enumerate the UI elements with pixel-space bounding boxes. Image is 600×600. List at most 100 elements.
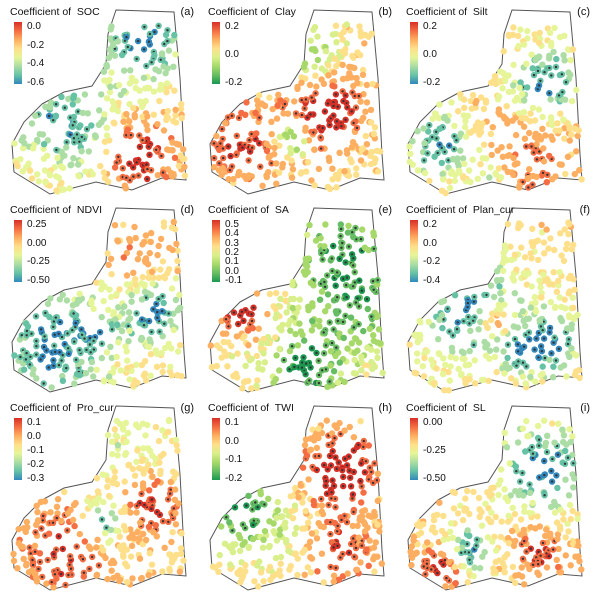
significance-dot: [221, 137, 224, 141]
sample-point: [149, 280, 156, 287]
sample-point: [79, 512, 87, 519]
sample-point: [54, 154, 61, 161]
sample-point: [59, 291, 66, 299]
sample-point: [560, 432, 568, 439]
sample-point: [487, 282, 495, 289]
significance-dot: [545, 450, 549, 454]
sample-point: [291, 98, 298, 105]
sample-point: [174, 257, 181, 265]
sample-point: [111, 468, 119, 475]
sample-point: [228, 353, 236, 360]
significance-dot: [354, 546, 358, 550]
sample-point: [236, 547, 244, 555]
sample-point: [479, 155, 486, 162]
legend-tick-label: 0.2: [423, 219, 437, 230]
sample-point: [549, 374, 557, 381]
significance-dot: [167, 520, 170, 524]
sample-point: [420, 521, 427, 528]
significance-dot: [330, 491, 333, 494]
panel-title: Coefficient of SOC: [10, 6, 100, 18]
sample-point: [128, 74, 135, 82]
panel-label: (e): [378, 204, 392, 216]
sample-point: [557, 526, 564, 533]
sample-point: [146, 487, 153, 494]
sample-point: [308, 327, 316, 334]
significance-dot: [283, 102, 287, 106]
significance-dot: [105, 526, 108, 529]
sample-point: [170, 218, 177, 226]
sample-point: [308, 177, 315, 184]
sample-point: [147, 372, 154, 379]
sample-point: [42, 103, 49, 111]
sample-point: [289, 166, 297, 173]
sample-point: [409, 161, 416, 168]
sample-point: [547, 235, 554, 242]
sample-point: [513, 266, 520, 273]
sample-point: [497, 174, 505, 181]
significance-dot: [460, 551, 463, 554]
significance-dot: [66, 529, 69, 532]
sample-point: [242, 562, 249, 569]
sample-point: [477, 124, 484, 131]
significance-dot: [25, 329, 29, 333]
significance-dot: [333, 436, 336, 440]
significance-dot: [560, 73, 564, 76]
legend-tick-label: 0.0: [225, 49, 239, 60]
significance-dot: [443, 150, 446, 154]
map-panel-e: Coefficient of SA (e) 0.5 0.4 0.3 0.2 0.1 0.0…: [202, 202, 398, 398]
sample-point: [461, 375, 469, 383]
sample-point: [100, 547, 107, 554]
significance-dot: [78, 140, 81, 143]
sample-point: [501, 429, 508, 437]
sample-point: [318, 76, 325, 83]
sample-point: [565, 231, 572, 238]
sample-point: [261, 528, 269, 535]
significance-dot: [156, 316, 159, 319]
significance-dot: [52, 364, 55, 367]
sample-point: [139, 113, 146, 121]
sample-point: [69, 302, 77, 309]
sample-point: [273, 160, 280, 167]
sample-point: [489, 538, 496, 545]
sample-point: [421, 140, 428, 147]
sample-point: [484, 341, 491, 348]
sample-point: [539, 363, 546, 370]
sample-point: [147, 291, 155, 299]
sample-point: [241, 539, 248, 546]
significance-dot: [352, 470, 355, 474]
sample-point: [446, 528, 454, 535]
significance-dot: [322, 463, 326, 467]
sample-point: [337, 31, 345, 39]
sample-point: [31, 542, 39, 549]
significance-dot: [117, 155, 120, 158]
significance-dot: [541, 329, 544, 332]
sample-point: [410, 533, 418, 541]
significance-dot: [300, 113, 304, 117]
sample-point: [124, 563, 131, 570]
significance-dot: [521, 471, 524, 475]
significance-dot: [527, 331, 531, 334]
sample-point: [144, 126, 151, 134]
sample-point: [520, 270, 528, 277]
significance-dot: [336, 105, 339, 108]
significance-dot: [351, 493, 355, 496]
sample-point: [529, 65, 536, 72]
sample-point: [487, 130, 495, 138]
sample-point: [488, 141, 495, 149]
panel-title: Coefficient of TWI: [208, 402, 294, 414]
sample-point: [306, 221, 313, 229]
legend-tick-label: 0.00: [27, 237, 47, 249]
sample-point: [294, 85, 301, 93]
sample-point: [257, 490, 264, 498]
significance-dot: [555, 474, 558, 477]
sample-point: [167, 363, 174, 370]
sample-point: [166, 567, 173, 575]
sample-point: [20, 525, 27, 532]
sample-point: [372, 156, 379, 163]
sample-point: [287, 128, 294, 136]
sample-point: [17, 542, 24, 550]
sample-point: [168, 538, 175, 546]
significance-dot: [342, 99, 345, 103]
sample-point: [489, 124, 496, 131]
legend-tick-label: 0.5: [225, 219, 239, 230]
